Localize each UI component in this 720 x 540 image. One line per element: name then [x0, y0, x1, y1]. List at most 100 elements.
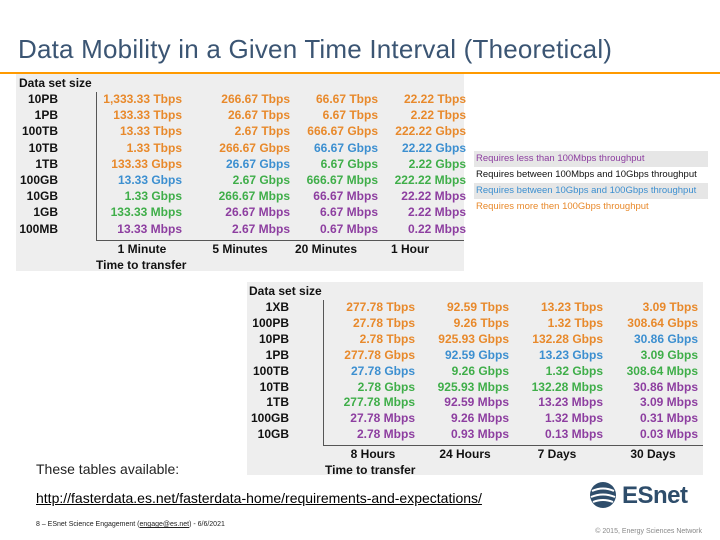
- table-cell: 132.28 Gbps: [532, 331, 603, 346]
- table-cell: 13.23 Tbps: [540, 300, 603, 314]
- table-cell: 30.86 Mbps: [633, 379, 698, 394]
- row-label: 10GB: [26, 189, 58, 204]
- table-cell: 277.78 Gbps: [344, 347, 415, 362]
- table-cell: 0.67 Mbps: [319, 221, 378, 236]
- table-cell: 2.67 Gbps: [232, 173, 290, 187]
- column-label: 30 Days: [630, 447, 676, 462]
- table-cell: 3.09 Gbps: [640, 347, 698, 362]
- table-cell: 9.26 Gbps: [451, 363, 509, 378]
- table-cell: 22.22 Tbps: [403, 92, 466, 106]
- table-cell: 13.33 Gbps: [117, 173, 182, 187]
- slide-title: Data Mobility in a Given Time Interval (…: [18, 34, 613, 64]
- table-cell: 266.67 Tbps: [221, 92, 290, 106]
- table-cell: 2.22 Mbps: [407, 205, 466, 220]
- footer-prefix: 8 – ESnet Science Engagement (: [36, 521, 140, 528]
- table-axis-vertical: [323, 300, 324, 446]
- row-label: 1XB: [265, 300, 289, 314]
- table-cell: 13.23 Mbps: [538, 395, 603, 410]
- table-header: Data set size: [19, 76, 92, 90]
- logo-wordmark: ESnet: [622, 482, 688, 509]
- table-cell: 6.67 Tbps: [322, 108, 378, 123]
- row-label: 100GB: [250, 411, 289, 426]
- column-label: 1 Minute: [117, 241, 167, 256]
- column-label: 7 Days: [537, 447, 577, 462]
- table-cell: 0.93 Mbps: [450, 427, 509, 442]
- column-label: 8 Hours: [350, 447, 396, 462]
- row-label: 100MB: [19, 221, 58, 236]
- table-cell: 2.22 Tbps: [410, 108, 466, 123]
- table-cell: 6.67 Mbps: [319, 205, 378, 220]
- table-cell: 92.59 Mbps: [444, 395, 509, 410]
- table-cell: 27.78 Mbps: [350, 411, 415, 426]
- legend-item: Requires between 10Gbps and 100Gbps thro…: [474, 183, 708, 199]
- footer-suffix: ) - 6/6/2021: [189, 521, 225, 528]
- title-divider: [0, 72, 720, 74]
- table-cell: 6.67 Gbps: [320, 156, 378, 171]
- transfer-table-long-intervals: Data set size 1XB 277.78 Tbps 92.59 Tbps 13.…: [247, 282, 703, 478]
- tables-available-text: These tables available:: [36, 461, 180, 477]
- table-cell: 92.59 Tbps: [446, 300, 509, 314]
- table-cell: 2.78 Gbps: [357, 379, 415, 394]
- table-cell: 66.67 Mbps: [313, 189, 378, 204]
- copyright-text: © 2015, Energy Sciences Network: [595, 528, 702, 535]
- legend-item: Requires less than 100Mbps throughput: [474, 151, 708, 167]
- row-label: 1PB: [34, 108, 58, 123]
- table-cell: 277.78 Mbps: [343, 395, 415, 410]
- legend-item-label: Requires more then 100Gbps throughput: [476, 201, 649, 212]
- row-label: 100TB: [21, 124, 58, 139]
- row-label: 10PB: [27, 92, 58, 106]
- table-cell: 22.22 Mbps: [401, 189, 466, 204]
- table-cell: 925.93 Mbps: [437, 379, 509, 394]
- table-cell: 0.22 Mbps: [407, 221, 466, 236]
- table-cell: 266.67 Mbps: [218, 189, 290, 204]
- table-cell: 2.67 Tbps: [234, 124, 290, 139]
- time-to-transfer-label: Time to transfer: [325, 463, 416, 478]
- fasterdata-link[interactable]: http://fasterdata.es.net/fasterdata-home…: [36, 490, 482, 506]
- table-cell: 0.03 Mbps: [639, 427, 698, 442]
- table-cell: 92.59 Gbps: [444, 347, 509, 362]
- column-label: 20 Minutes: [294, 241, 357, 256]
- globe-icon: [590, 482, 616, 508]
- table-cell: 66.67 Tbps: [315, 92, 378, 106]
- table-cell: 9.26 Tbps: [453, 315, 509, 330]
- table-cell: 9.26 Mbps: [450, 411, 509, 426]
- table-cell: 66.67 Gbps: [313, 140, 378, 155]
- legend-item: Requires more then 100Gbps throughput: [474, 199, 708, 215]
- table-cell: 22.22 Gbps: [401, 140, 466, 155]
- legend-item-label: Requires less than 100Mbps throughput: [476, 153, 645, 164]
- table-cell: 277.78 Tbps: [346, 300, 415, 314]
- transfer-table-short-intervals: Data set size 10PB 1,333.33 Tbps 266.67 Tbp…: [16, 74, 466, 272]
- row-label: 1GB: [33, 205, 58, 220]
- row-label: 100PB: [252, 315, 289, 330]
- table-cell: 3.09 Tbps: [642, 300, 698, 314]
- table-cell: 666.67 Mbps: [306, 173, 378, 187]
- table-cell: 133.33 Tbps: [113, 108, 182, 123]
- table-cell: 13.33 Mbps: [117, 221, 182, 236]
- row-label: 1TB: [266, 395, 289, 410]
- row-label: 1PB: [265, 347, 289, 362]
- table-cell: 1.32 Mbps: [544, 411, 603, 426]
- row-label: 10GB: [257, 427, 289, 442]
- table-cell: 13.23 Gbps: [538, 347, 603, 362]
- table-cell: 222.22 Gbps: [395, 124, 466, 139]
- table-cell: 27.78 Tbps: [352, 315, 415, 330]
- time-to-transfer-label: Time to transfer: [96, 257, 187, 272]
- throughput-legend: Requires less than 100Mbps throughput Re…: [474, 151, 708, 215]
- row-label: 100GB: [19, 173, 58, 187]
- table-cell: 925.93 Gbps: [438, 331, 509, 346]
- slide-footer: 8 – ESnet Science Engagement (engage@es.…: [36, 521, 225, 528]
- footer-email-link[interactable]: engage@es.net: [139, 521, 190, 528]
- table-cell: 133.33 Mbps: [110, 205, 182, 220]
- table-cell: 222.22 Mbps: [394, 173, 466, 187]
- table-cell: 266.67 Gbps: [219, 140, 290, 155]
- table-cell: 1.32 Tbps: [547, 315, 603, 330]
- table-cell: 27.78 Gbps: [350, 363, 415, 378]
- table-axis-horizontal: [323, 445, 703, 447]
- table-axis-horizontal: [96, 239, 464, 241]
- table-cell: 666.67 Gbps: [307, 124, 378, 139]
- legend-item-label: Requires between 100Mbps and 10Gbps thro…: [476, 169, 697, 180]
- table-cell: 1.33 Gbps: [124, 189, 182, 204]
- table-cell: 2.67 Mbps: [231, 221, 290, 236]
- row-label: 10TB: [259, 379, 289, 394]
- table-cell: 308.64 Mbps: [626, 363, 698, 378]
